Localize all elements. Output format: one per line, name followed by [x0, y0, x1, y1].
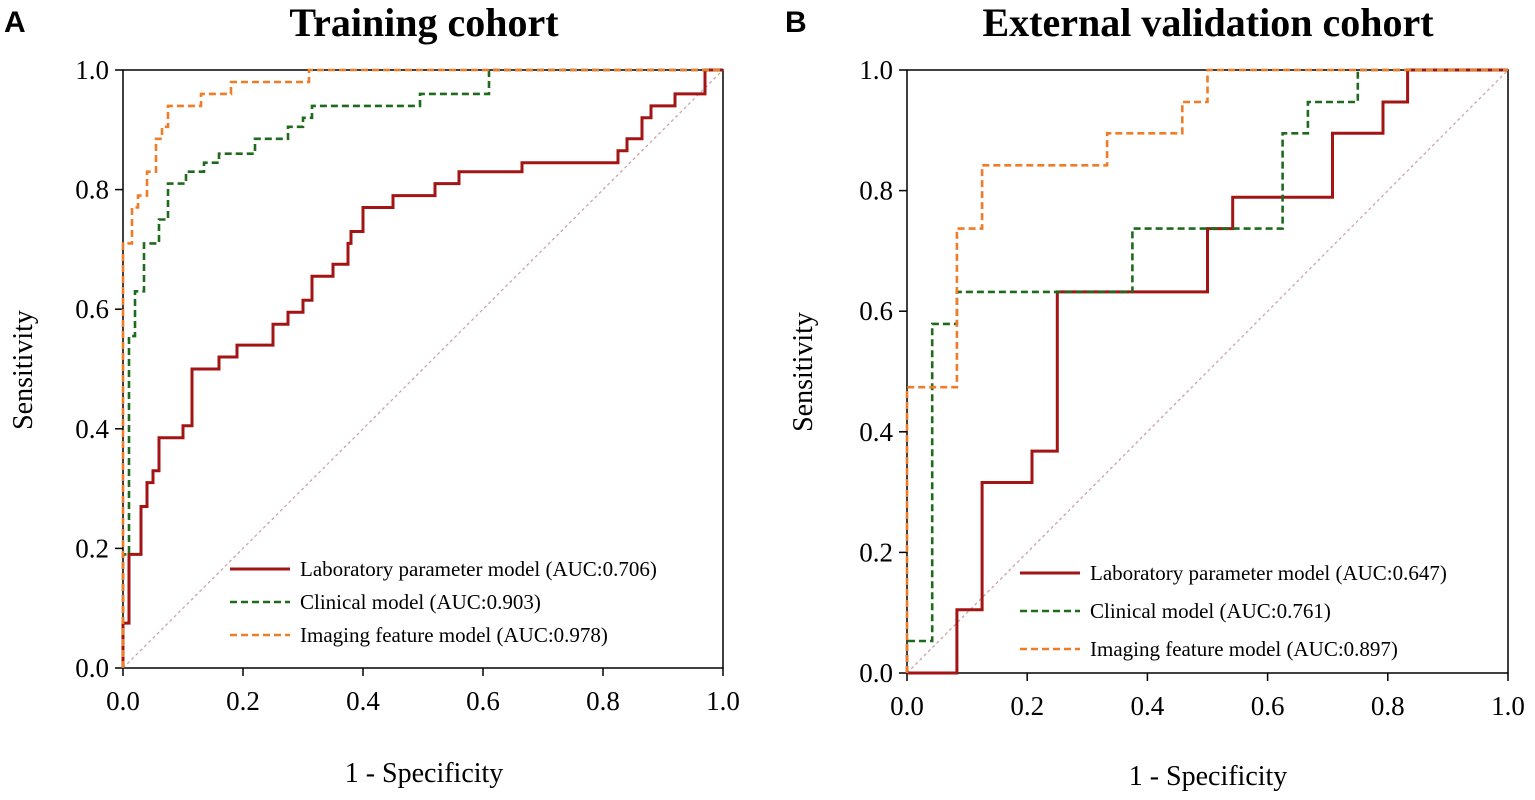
roc-curve-training-0 [121, 68, 723, 668]
legend-label: Laboratory parameter model (AUC:0.706) [300, 557, 657, 581]
roc-curve-external-0 [907, 68, 1508, 675]
y-tick-label: 0.0 [859, 658, 893, 688]
x-tick-label: 0.2 [1010, 691, 1044, 721]
x-tick-label: 0.2 [226, 686, 260, 716]
panel-letter-b: B [785, 6, 807, 39]
roc-curve-external-1 [905, 68, 1508, 673]
x-axis-label-training: 1 - Specificity [345, 758, 504, 789]
y-tick-label: 0.8 [75, 175, 109, 205]
roc-curve-training-1 [121, 68, 723, 668]
panel-letter-a: A [4, 6, 26, 39]
x-tick-label: 1.0 [1491, 691, 1525, 721]
roc-curve-training-2 [121, 68, 723, 668]
x-tick-label: 0.8 [1371, 691, 1405, 721]
legend-training: Laboratory parameter model (AUC:0.706) Cl… [230, 557, 657, 647]
plot-area-external: 0.0 0.2 0.4 0.6 0.8 1.0 0.0 0.2 0.4 0.6 0.8 1.0 Labo… [859, 55, 1525, 721]
y-axis-label-external: Sensitivity [788, 312, 819, 432]
chart-title-external: External validation cohort [982, 0, 1434, 45]
y-tick-label: 0.6 [859, 296, 893, 326]
panel-external-validation-cohort: B External validation cohort 1 - Specifi… [785, 0, 1525, 792]
legend-label: Imaging feature model (AUC:0.978) [300, 623, 608, 647]
x-tick-label: 0.4 [346, 686, 380, 716]
y-tick-label: 1.0 [859, 55, 893, 85]
chart-title-training: Training cohort [289, 0, 559, 45]
plot-area-training: 0.0 0.2 0.4 0.6 0.8 1.0 0.0 0.2 0.4 0.6 0.8 1.0 Labo… [75, 55, 740, 716]
x-tick-label: 0.4 [1131, 691, 1165, 721]
roc-curve-external-2 [905, 68, 1508, 673]
y-tick-label: 0.8 [859, 176, 893, 206]
legend-label: Imaging feature model (AUC:0.897) [1090, 637, 1398, 661]
legend-label: Laboratory parameter model (AUC:0.647) [1090, 561, 1447, 585]
x-tick-label: 0.0 [890, 691, 924, 721]
x-tick-label: 0.8 [586, 686, 620, 716]
x-axis-label-external: 1 - Specificity [1129, 761, 1288, 792]
legend-label: Clinical model (AUC:0.761) [1090, 599, 1331, 623]
panel-training-cohort: A Training cohort 1 - Specificity Sensit… [4, 0, 740, 789]
legend-label: Clinical model (AUC:0.903) [300, 590, 541, 614]
y-tick-label: 0.2 [859, 537, 893, 567]
legend-external: Laboratory parameter model (AUC:0.647) Cl… [1020, 561, 1447, 661]
y-tick-label: 0.4 [859, 417, 893, 447]
y-tick-label: 0.0 [75, 653, 109, 683]
y-axis-label-training: Sensitivity [8, 310, 39, 430]
reference-diagonal-external [906, 69, 1509, 674]
y-tick-label: 0.2 [75, 533, 109, 563]
y-tick-label: 1.0 [75, 55, 109, 85]
y-tick-label: 0.4 [75, 414, 109, 444]
y-tick-label: 0.6 [75, 294, 109, 324]
x-tick-label: 0.6 [1251, 691, 1285, 721]
x-tick-label: 0.0 [106, 686, 140, 716]
x-tick-label: 0.6 [466, 686, 500, 716]
x-tick-label: 1.0 [706, 686, 740, 716]
